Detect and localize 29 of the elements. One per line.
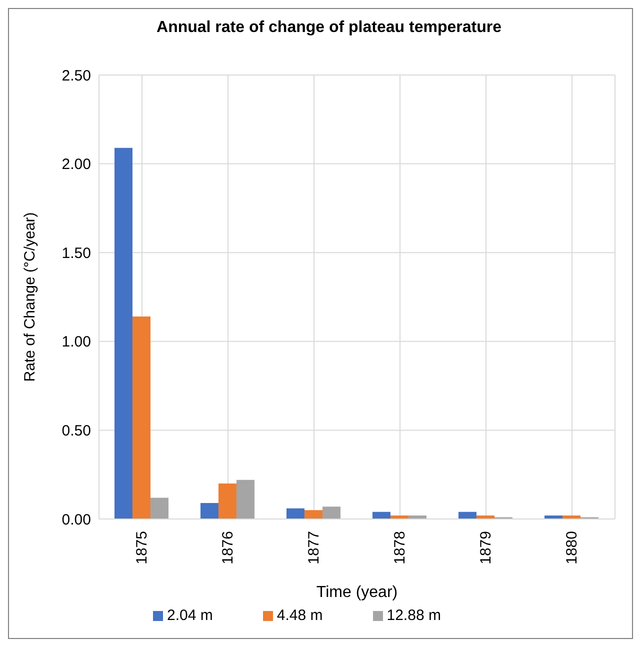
x-tick-label: 1876 (220, 531, 237, 564)
x-tick-label: 1878 (392, 531, 409, 564)
y-tick-label: 1.50 (62, 244, 91, 262)
y-tick-label: 0.00 (62, 511, 91, 528)
x-tick-label: 1875 (134, 531, 151, 564)
bar (458, 512, 476, 519)
bar (200, 503, 218, 519)
legend-label: 4.48 m (276, 607, 323, 624)
bar (322, 506, 340, 519)
y-axis-title: Rate of Change (°C/year) (21, 212, 38, 382)
x-axis-title: Time (year) (316, 584, 398, 601)
bar (150, 498, 168, 519)
x-tick-label: 1879 (478, 531, 495, 564)
y-tick-label: 0.50 (62, 422, 91, 440)
bar (132, 316, 150, 519)
chart-title: Annual rate of change of plateau temperature (156, 19, 502, 37)
x-tick-label: 1880 (564, 531, 581, 564)
legend-label: 12.88 m (386, 607, 441, 624)
x-tick-label: 1877 (306, 531, 323, 564)
legend-label: 2.04 m (167, 607, 213, 624)
bar (372, 512, 390, 519)
y-tick-label: 2.00 (62, 156, 91, 174)
bar (218, 483, 236, 519)
y-tick-label: 2.50 (62, 67, 91, 84)
y-tick-label: 1.00 (62, 334, 91, 351)
bar (114, 148, 132, 519)
bar (236, 480, 254, 519)
bar (304, 510, 322, 519)
bar (286, 508, 304, 519)
